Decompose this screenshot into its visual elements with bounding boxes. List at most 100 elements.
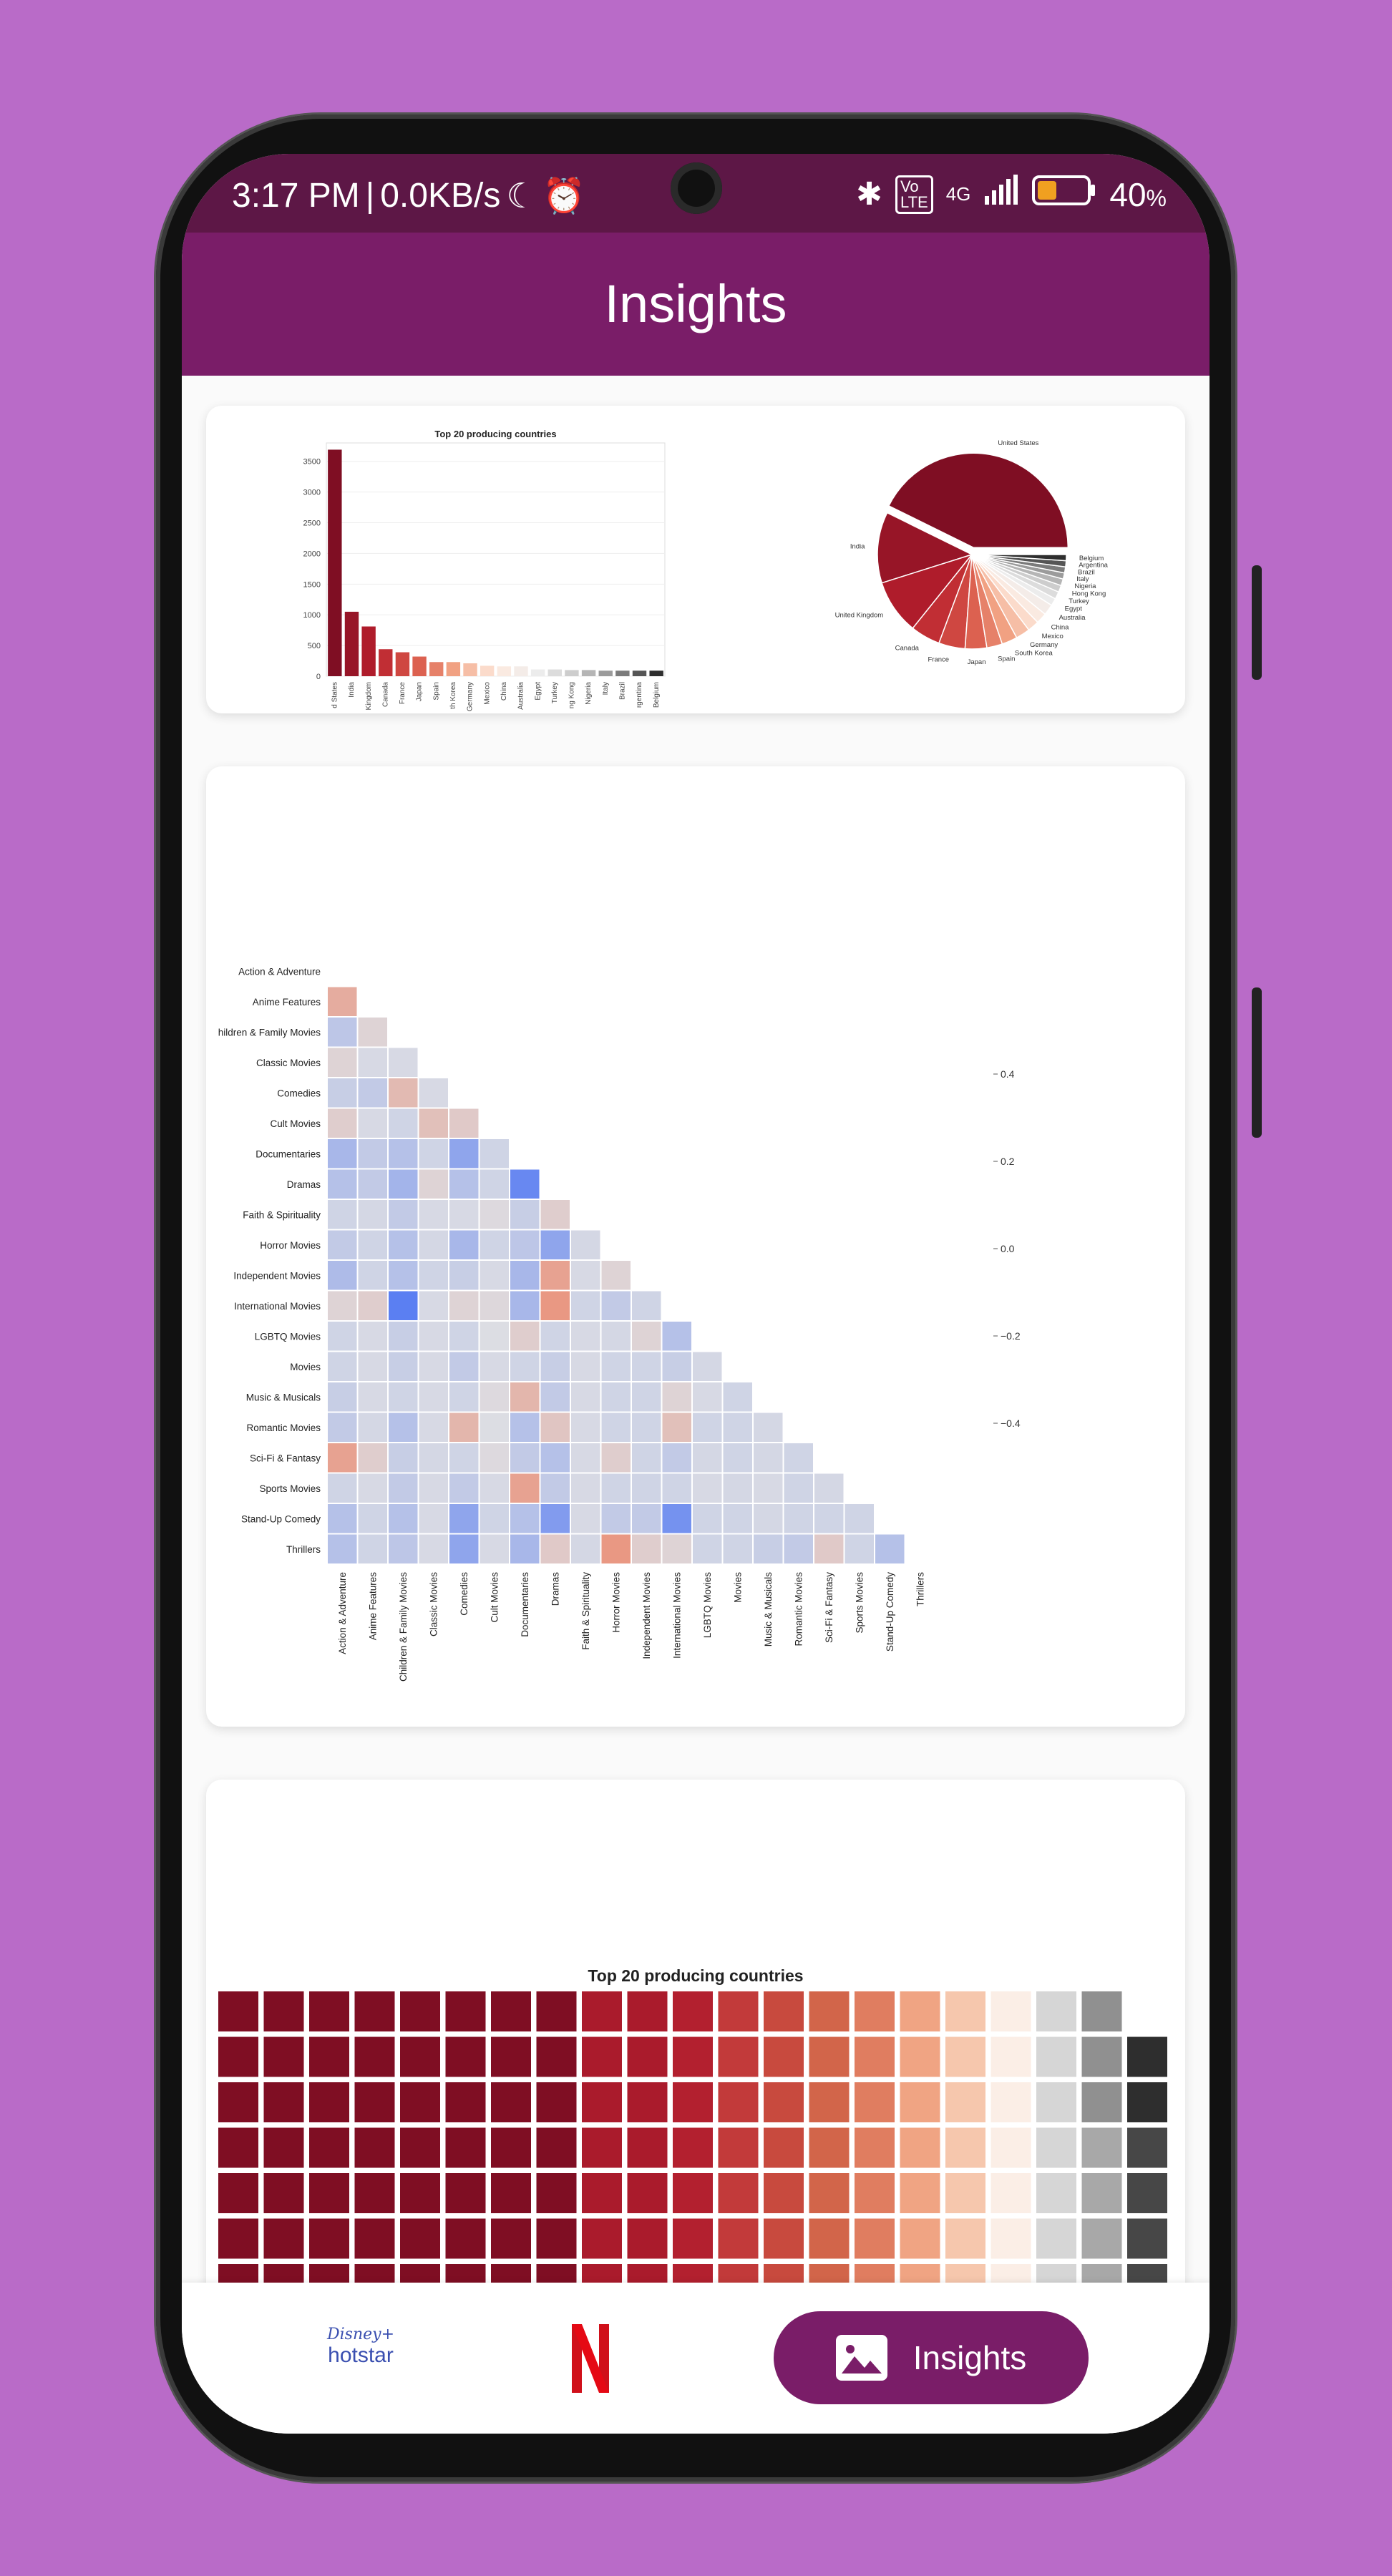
heatmap-cell-15-4 (449, 1413, 479, 1442)
heatmap-cell-4-0 (328, 1078, 357, 1108)
waffle-cell-0-10 (673, 1991, 713, 2031)
heatmap-cell-11-3 (419, 1291, 448, 1320)
waffle-cell-0-2 (309, 1991, 349, 2031)
heatmap-cell-11-2 (389, 1291, 418, 1320)
heatmap-cell-17-8 (571, 1473, 600, 1503)
bar-11 (514, 666, 528, 676)
heatmap-cell-9-3 (419, 1230, 448, 1259)
heatmap-cell-19-18 (875, 1534, 905, 1563)
waffle-cell-5-17 (991, 2218, 1031, 2259)
nav-insights[interactable]: Insights (774, 2311, 1089, 2404)
waffle-cell-1-13 (809, 2036, 850, 2077)
heatmap-cell-15-9 (601, 1413, 631, 1442)
waffle-cell-0-3 (354, 1991, 395, 2031)
waffle-cell-6-8 (582, 2264, 622, 2283)
bar-ytick-label: 3000 (303, 489, 321, 497)
heatmap-cell-15-0 (328, 1413, 357, 1442)
waffle-cell-1-5 (445, 2036, 486, 2077)
heatmap-row-label: Comedies (277, 1088, 321, 1098)
pie-slice-1 (877, 512, 974, 584)
heatmap-cell-4-2 (389, 1078, 418, 1108)
waffle-cell-2-12 (764, 2082, 804, 2122)
bar-4 (395, 652, 410, 676)
hotstar-logo-small: Disney+ (326, 2326, 394, 2343)
heatmap-cell-17-4 (449, 1473, 479, 1503)
nav-netflix[interactable] (572, 2324, 609, 2393)
waffle-cell-1-11 (718, 2036, 759, 2077)
heatmap-cell-12-2 (389, 1322, 418, 1351)
bar-xtick-label: Brazil (619, 682, 627, 700)
heatmap-cell-19-9 (601, 1534, 631, 1563)
heatmap-cell-11-6 (510, 1291, 540, 1320)
heatmap-cell-16-0 (328, 1443, 357, 1473)
waffle-card: Top 20 producing countries (206, 1780, 1185, 2283)
waffle-title: Top 20 producing countries (588, 1966, 803, 1985)
heatmap-cell-7-4 (449, 1169, 479, 1199)
heatmap-cell-12-7 (540, 1322, 570, 1351)
heatmap-cell-12-11 (662, 1322, 691, 1351)
pie-label: Belgium (1079, 555, 1104, 562)
waffle-cell-5-2 (309, 2218, 349, 2259)
heatmap-cell-13-0 (328, 1352, 357, 1381)
heatmap-cell-15-8 (571, 1413, 600, 1442)
nav-hotstar[interactable]: Disney+ hotstar (325, 2326, 396, 2390)
heatmap-cell-16-5 (480, 1443, 509, 1473)
heatmap-cell-8-1 (358, 1200, 387, 1229)
heatmap-cell-15-2 (389, 1413, 418, 1442)
waffle-cell-3-7 (536, 2127, 577, 2168)
waffle-cell-3-16 (945, 2127, 985, 2168)
heatmap-cell-7-5 (480, 1169, 509, 1199)
bar-xtick-label: Germany (467, 682, 474, 711)
heatmap-cell-10-1 (358, 1261, 387, 1290)
pie-label: Australia (1059, 614, 1086, 622)
heatmap-cell-18-12 (693, 1504, 722, 1533)
heatmap-col-label: Action & Adventure (337, 1572, 348, 1654)
heatmap-col-label: Anime Features (367, 1572, 378, 1641)
waffle-cell-5-1 (263, 2218, 304, 2259)
bar-17 (615, 670, 630, 676)
heatmap-cell-2-1 (358, 1018, 387, 1047)
heatmap-row-label: Movies (290, 1362, 321, 1372)
heatmap-cell-18-5 (480, 1504, 509, 1533)
bar-16 (598, 670, 613, 676)
heatmap-cell-11-0 (328, 1291, 357, 1320)
waffle-cell-2-8 (582, 2082, 622, 2122)
heatmap-cell-17-12 (693, 1473, 722, 1503)
bar-xtick-label: Egypt (534, 682, 542, 701)
waffle-cell-0-0 (218, 1991, 258, 2031)
heatmap-cell-9-1 (358, 1230, 387, 1259)
heatmap-cell-11-9 (601, 1291, 631, 1320)
waffle-cell-0-19 (1081, 1991, 1122, 2031)
heatmap-cell-12-4 (449, 1322, 479, 1351)
heatmap-cell-15-6 (510, 1413, 540, 1442)
waffle-cell-1-0 (218, 2036, 258, 2077)
colorbar-tick-label: −0.4 (1001, 1418, 1021, 1429)
waffle-cell-2-7 (536, 2082, 577, 2122)
top-countries-bar-chart: Top 20 producing countries 0 500 1000 1500 20… (303, 429, 1109, 711)
waffle-cell-6-1 (263, 2264, 304, 2283)
heatmap-cell-14-8 (571, 1382, 600, 1412)
heatmap-cell-16-4 (449, 1443, 479, 1473)
waffle-cell-4-11 (718, 2173, 759, 2213)
waffle-cell-5-3 (354, 2218, 395, 2259)
waffle-cell-4-5 (445, 2173, 486, 2213)
waffle-cell-4-1 (263, 2173, 304, 2213)
waffle-cell-6-9 (627, 2264, 668, 2283)
heatmap-cell-8-2 (389, 1200, 418, 1229)
waffle-cell-0-6 (491, 1991, 531, 2031)
waffle-cell-5-20 (1127, 2218, 1167, 2259)
waffle-cell-3-20 (1127, 2127, 1167, 2168)
heatmap-cell-16-3 (419, 1443, 448, 1473)
bar-9 (480, 665, 495, 676)
heatmap-cell-16-10 (632, 1443, 661, 1473)
heatmap-cell-4-3 (419, 1078, 448, 1108)
heatmap-cell-13-3 (419, 1352, 448, 1381)
heatmap-cell-17-2 (389, 1473, 418, 1503)
insights-scroll-area[interactable]: Top 20 producing countries 0 500 1000 1500 20… (182, 376, 1210, 2283)
heatmap-cell-14-3 (419, 1382, 448, 1412)
waffle-cell-6-14 (855, 2264, 895, 2283)
heatmap-cell-7-0 (328, 1169, 357, 1199)
bluetooth-icon: ✱ (856, 177, 882, 212)
colorbar-tick-label: −0.2 (1001, 1330, 1021, 1342)
heatmap-row-label: Thrillers (286, 1544, 321, 1555)
